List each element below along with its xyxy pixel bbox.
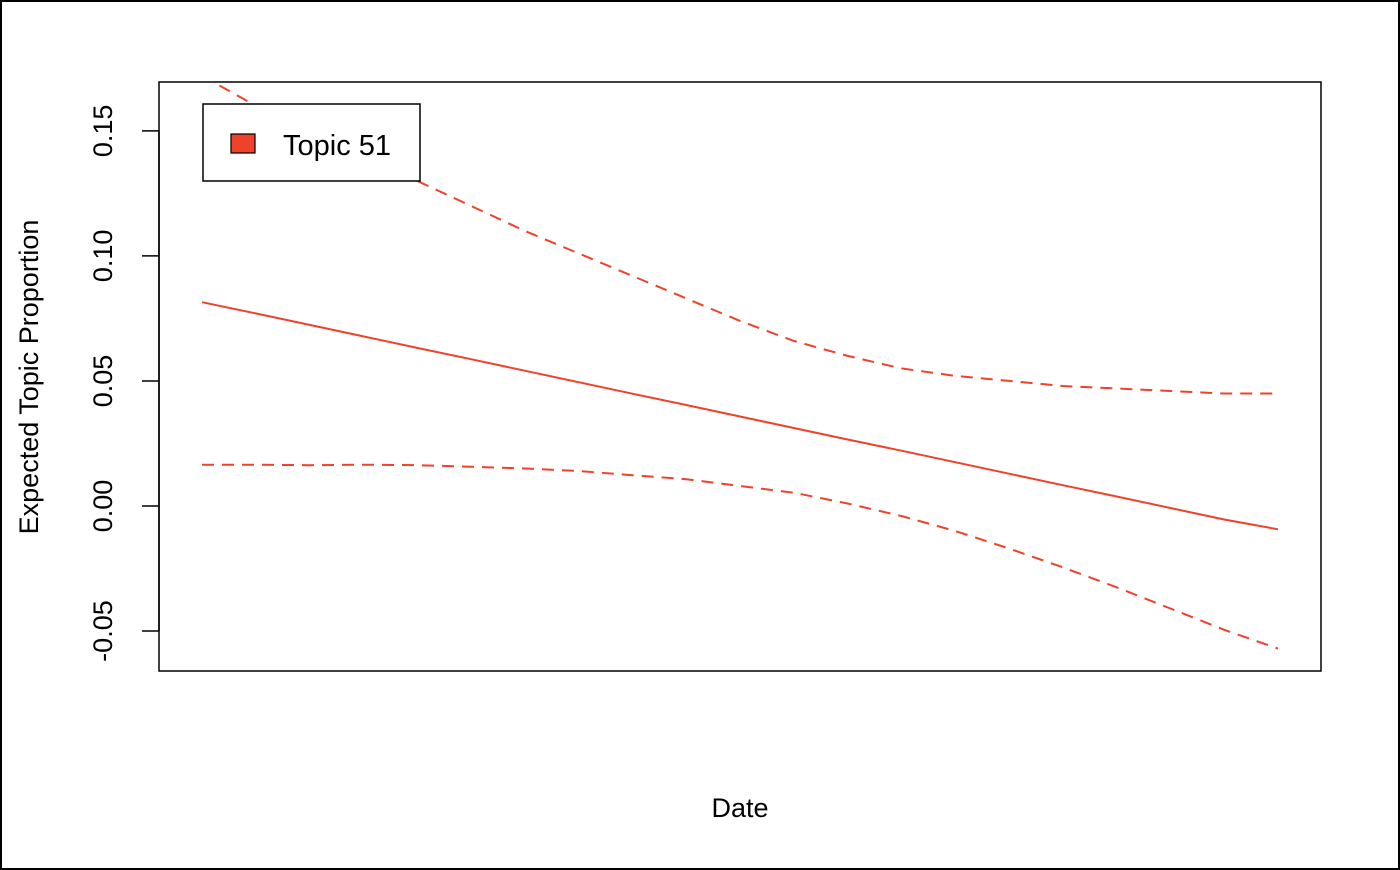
- y-tick-label: 0.00: [88, 480, 118, 533]
- series-line-estimate: [201, 301, 1279, 531]
- legend-swatch: [230, 133, 256, 154]
- y-tick-label: 0.15: [88, 105, 118, 158]
- y-axis-label: Expected Topic Proportion: [14, 220, 44, 535]
- y-tick-label: 0.05: [88, 355, 118, 408]
- y-tick-label: -0.05: [88, 600, 118, 662]
- x-axis-label: Date: [711, 793, 768, 823]
- series-line-lower: [202, 463, 1279, 650]
- legend: Topic 51: [202, 103, 421, 182]
- y-tick-label: 0.10: [88, 230, 118, 283]
- legend-box: [202, 103, 421, 182]
- y-axis: -0.05 0.00 0.05 0.10 0.15: [88, 105, 160, 662]
- legend-label: Topic 51: [283, 130, 391, 162]
